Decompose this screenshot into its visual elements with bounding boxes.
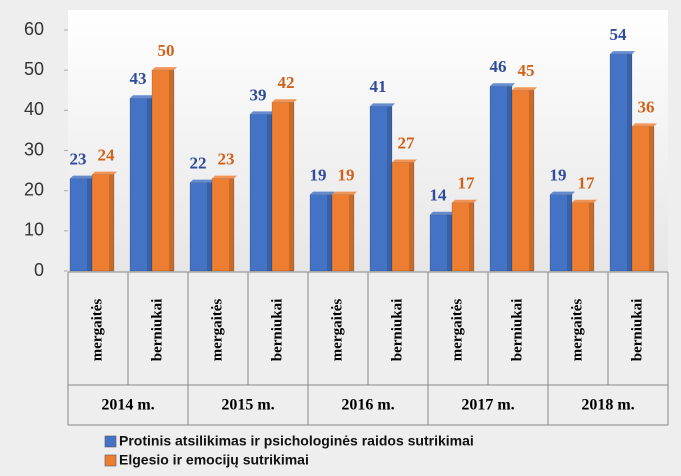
- value-label: 17: [578, 174, 596, 193]
- bar-top: [92, 171, 117, 175]
- bar-top: [250, 111, 275, 115]
- bar-shade: [147, 98, 152, 272]
- x-tick-label: mergaitės: [569, 299, 585, 362]
- bar-shade: [289, 102, 294, 271]
- group-label: 2014 m.: [101, 397, 154, 414]
- y-tick-label: 0: [34, 260, 44, 280]
- bar-top: [190, 179, 215, 183]
- bar-shade: [469, 202, 474, 271]
- value-label: 24: [98, 146, 116, 165]
- bar-shade: [349, 194, 354, 271]
- value-label: 22: [190, 154, 207, 173]
- y-tick-label: 40: [24, 99, 44, 119]
- x-tick-label: mergaitės: [209, 299, 225, 362]
- x-tick-label: berniukai: [629, 299, 645, 362]
- y-tick-label: 10: [24, 220, 44, 240]
- bar-shade: [627, 54, 632, 271]
- bar-shade: [207, 182, 212, 271]
- legend-swatch: [104, 454, 117, 467]
- bar-top: [310, 191, 335, 195]
- x-tick-label: mergaitės: [89, 299, 105, 362]
- value-label: 43: [130, 69, 147, 88]
- bar-shade: [267, 114, 272, 271]
- bar-top: [70, 175, 95, 179]
- axis-table: [67, 271, 669, 426]
- group-label: 2016 m.: [341, 397, 394, 414]
- value-label: 42: [278, 73, 295, 92]
- y-tick-label: 30: [24, 139, 44, 159]
- group-label: 2017 m.: [461, 397, 514, 414]
- bar-shade: [447, 214, 452, 271]
- y-tick-label: 60: [24, 19, 44, 39]
- value-label: 19: [550, 166, 567, 185]
- bar-top: [430, 211, 455, 215]
- x-tick-label: berniukai: [149, 299, 165, 362]
- value-label: 27: [398, 133, 416, 152]
- value-label: 17: [458, 174, 476, 193]
- value-label: 19: [310, 166, 327, 185]
- bar-top: [212, 175, 237, 179]
- legend-swatch: [104, 435, 117, 448]
- x-tick-label: mergaitės: [329, 299, 345, 362]
- bar-shade: [87, 178, 92, 271]
- value-label: 45: [518, 61, 535, 80]
- value-label: 19: [338, 166, 355, 185]
- value-label: 23: [218, 150, 235, 169]
- bar-top: [452, 199, 477, 203]
- bar-top: [572, 199, 597, 203]
- bar-top: [632, 123, 657, 127]
- x-tick-label: berniukai: [269, 299, 285, 362]
- bar-top: [332, 191, 357, 195]
- bar-top: [512, 87, 537, 91]
- bar-shade: [387, 106, 392, 271]
- value-label: 41: [370, 77, 387, 96]
- bar-top: [392, 159, 417, 163]
- group-label: 2018 m.: [581, 397, 634, 414]
- group-label: 2015 m.: [221, 397, 274, 414]
- value-label: 23: [70, 150, 87, 169]
- bar-top: [610, 51, 635, 55]
- y-tick-label: 20: [24, 179, 44, 199]
- legend-label: Elgesio ir emocijų sutrikimai: [119, 452, 309, 468]
- x-tick-label: mergaitės: [449, 299, 465, 362]
- value-label: 46: [490, 57, 507, 76]
- bar-shade: [327, 194, 332, 271]
- value-label: 50: [158, 41, 175, 60]
- bar-top: [152, 67, 177, 71]
- value-label: 14: [430, 186, 448, 205]
- bar-top: [130, 95, 155, 99]
- bar-top: [370, 103, 395, 107]
- value-label: 54: [610, 25, 628, 44]
- bar-shade: [649, 126, 654, 272]
- bar-shade: [409, 162, 414, 271]
- y-tick-label: 50: [24, 59, 44, 79]
- x-tick-label: berniukai: [509, 299, 525, 362]
- bar-shade: [109, 174, 114, 271]
- bar-shade: [529, 90, 534, 271]
- bar-shade: [589, 202, 594, 271]
- bar-shade: [229, 178, 234, 271]
- bar-top: [272, 99, 297, 103]
- bar-shade: [507, 86, 512, 271]
- bar-shade: [169, 70, 174, 272]
- bar-shade: [567, 194, 572, 271]
- x-tick-label: berniukai: [389, 299, 405, 362]
- legend-label: Protinis atsilikimas ir psichologinės ra…: [119, 433, 474, 449]
- value-label: 36: [638, 97, 655, 116]
- value-label: 39: [250, 85, 267, 104]
- bar-top: [550, 191, 575, 195]
- bar-top: [490, 83, 515, 87]
